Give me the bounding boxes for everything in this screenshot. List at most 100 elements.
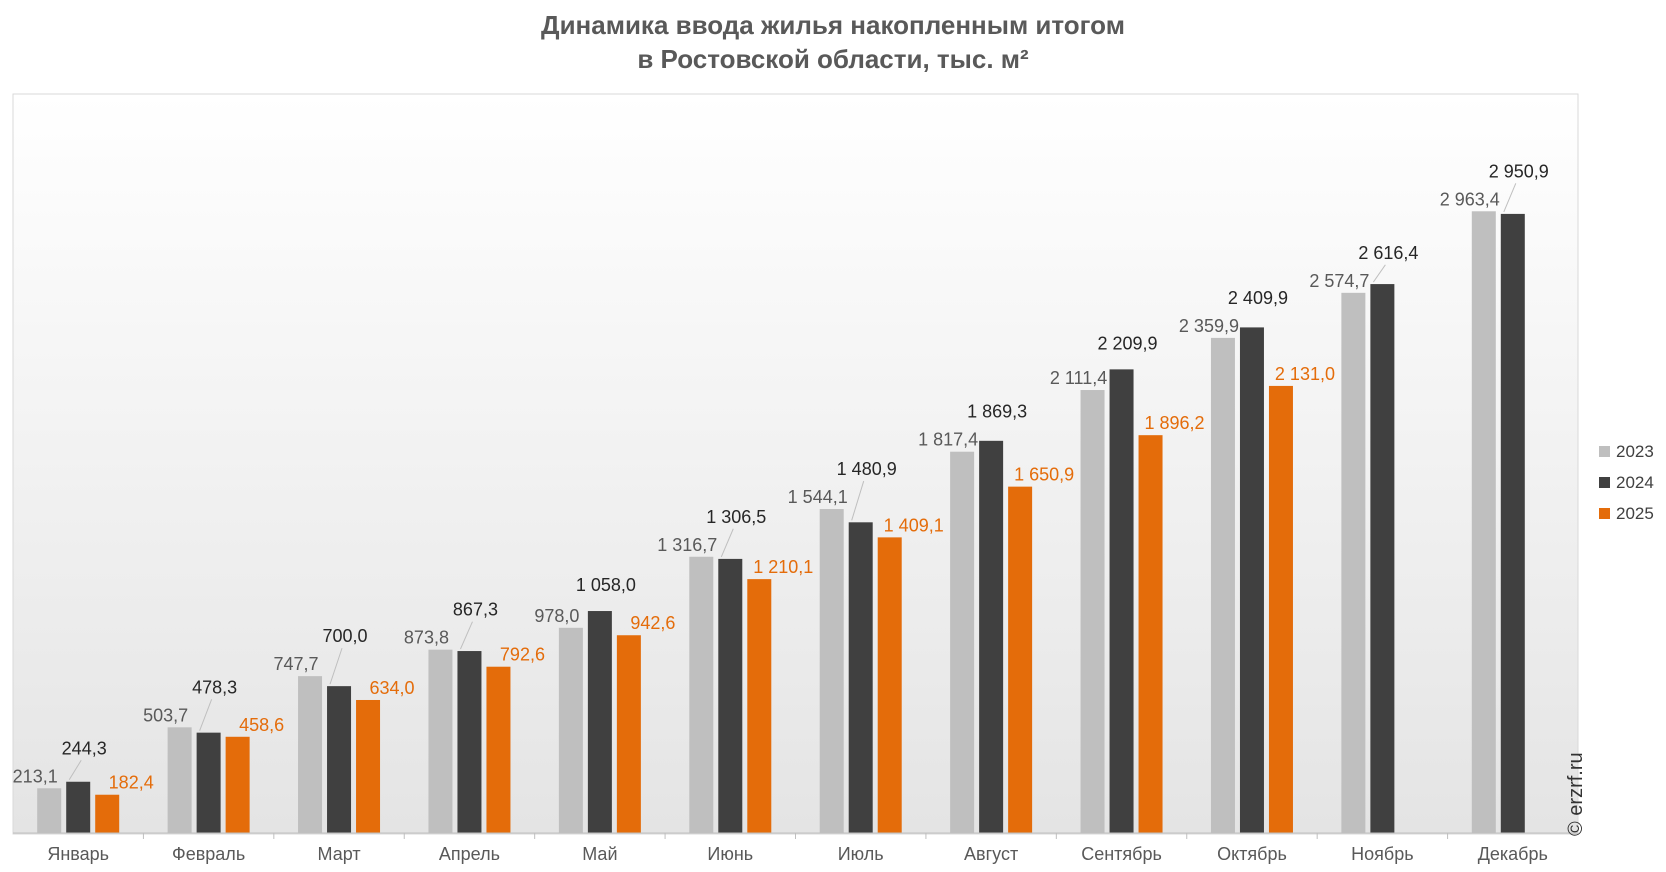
data-label-2023-10: 2 359,9 bbox=[1179, 316, 1239, 336]
bar-2025-4 bbox=[486, 666, 511, 833]
bar-2023-3 bbox=[298, 676, 323, 833]
leader-line bbox=[720, 528, 734, 558]
data-label-2023-8: 1 817,4 bbox=[918, 430, 978, 450]
bar-2025-2 bbox=[225, 736, 250, 833]
data-label-2023-11: 2 574,7 bbox=[1309, 271, 1369, 291]
bar-2024-10 bbox=[1239, 327, 1264, 833]
x-tick-label: Сентябрь bbox=[1081, 844, 1162, 864]
x-tick-label: Январь bbox=[47, 844, 109, 864]
data-label-2023-2: 503,7 bbox=[143, 705, 188, 725]
data-label-2024-4: 867,3 bbox=[453, 600, 498, 620]
bar-2023-5 bbox=[558, 627, 583, 833]
legend-item-2025: 2025 bbox=[1599, 498, 1654, 529]
bar-2024-6 bbox=[718, 558, 743, 833]
x-tick-label: Июнь bbox=[707, 844, 753, 864]
chart-title-line-1: Динамика ввода жилья накопленным итогом bbox=[541, 10, 1125, 40]
x-tick-label: Август bbox=[964, 844, 1018, 864]
leader-line bbox=[851, 480, 865, 521]
data-label-2023-1: 213,1 bbox=[13, 766, 58, 786]
x-tick-label: Октябрь bbox=[1217, 844, 1287, 864]
bar-2023-9 bbox=[1080, 390, 1105, 833]
chart-title-line-2: в Ростовской области, тыс. м² bbox=[637, 44, 1029, 74]
legend-swatch bbox=[1599, 477, 1610, 488]
bar-2025-5 bbox=[616, 635, 641, 833]
data-label-2024-8: 1 869,3 bbox=[967, 402, 1027, 422]
bar-2023-11 bbox=[1341, 292, 1366, 833]
bar-2023-2 bbox=[167, 727, 192, 833]
legend: 2023 2024 2025 bbox=[1599, 436, 1654, 529]
x-tick-label: Апрель bbox=[439, 844, 500, 864]
bar-2023-4 bbox=[428, 649, 453, 833]
data-label-2025-9: 1 896,2 bbox=[1145, 413, 1205, 433]
data-label-2025-2: 458,6 bbox=[239, 715, 284, 735]
bar-2024-1 bbox=[66, 781, 91, 833]
data-label-2025-5: 942,6 bbox=[630, 613, 675, 633]
legend-swatch bbox=[1599, 446, 1610, 457]
data-label-2023-6: 1 316,7 bbox=[657, 535, 717, 555]
legend-item-2023: 2023 bbox=[1599, 436, 1654, 467]
data-label-2025-3: 634,0 bbox=[370, 678, 415, 698]
bar-2023-1 bbox=[37, 788, 62, 833]
data-label-2024-10: 2 409,9 bbox=[1228, 288, 1288, 308]
chart-title: Динамика ввода жилья накопленным итогом … bbox=[0, 8, 1666, 76]
bar-2024-2 bbox=[196, 732, 221, 833]
data-label-2024-6: 1 306,5 bbox=[706, 507, 766, 527]
data-label-2024-11: 2 616,4 bbox=[1358, 243, 1418, 263]
bar-2023-6 bbox=[689, 556, 714, 833]
x-tick-label: Ноябрь bbox=[1351, 844, 1413, 864]
data-label-2025-1: 182,4 bbox=[109, 773, 154, 793]
data-label-2024-12: 2 950,9 bbox=[1489, 161, 1549, 181]
legend-label: 2023 bbox=[1616, 441, 1654, 461]
bar-2025-6 bbox=[747, 579, 772, 833]
legend-item-2024: 2024 bbox=[1599, 467, 1654, 498]
bar-2024-11 bbox=[1370, 284, 1395, 833]
legend-label: 2024 bbox=[1616, 472, 1654, 492]
leader-line bbox=[68, 760, 82, 781]
x-tick-label: Декабрь bbox=[1478, 844, 1548, 864]
legend-label: 2025 bbox=[1616, 503, 1654, 523]
data-label-2023-7: 1 544,1 bbox=[788, 487, 848, 507]
bar-2023-7 bbox=[819, 509, 844, 833]
data-label-2025-4: 792,6 bbox=[500, 645, 545, 665]
watermark: © erzrf.ru bbox=[1565, 752, 1587, 836]
bar-2024-5 bbox=[587, 611, 612, 833]
data-label-2024-1: 244,3 bbox=[62, 738, 107, 758]
data-label-2023-12: 2 963,4 bbox=[1440, 189, 1500, 209]
bar-2025-8 bbox=[1008, 486, 1033, 833]
bar-2025-10 bbox=[1268, 385, 1293, 833]
leader-line bbox=[1503, 183, 1517, 213]
data-label-2024-9: 2 209,9 bbox=[1098, 333, 1158, 353]
bar-2025-1 bbox=[95, 794, 120, 833]
leader-line bbox=[460, 621, 473, 650]
bar-2023-10 bbox=[1210, 337, 1235, 833]
x-tick-label: Март bbox=[318, 844, 361, 864]
data-label-2023-9: 2 111,4 bbox=[1050, 368, 1107, 388]
bar-2024-4 bbox=[457, 651, 482, 833]
x-tick-label: Июль bbox=[838, 844, 884, 864]
leader-line bbox=[199, 699, 213, 731]
legend-swatch bbox=[1599, 508, 1610, 519]
data-label-2025-7: 1 409,1 bbox=[884, 515, 944, 535]
leader-line bbox=[329, 647, 343, 685]
data-label-2024-5: 1 058,0 bbox=[576, 575, 636, 595]
bar-2024-9 bbox=[1109, 369, 1134, 833]
data-label-2023-3: 747,7 bbox=[274, 654, 319, 674]
x-tick-label: Февраль bbox=[172, 844, 245, 864]
bar-2024-7 bbox=[848, 522, 873, 833]
data-label-2025-6: 1 210,1 bbox=[753, 557, 813, 577]
bar-2023-8 bbox=[950, 451, 975, 833]
plot-area bbox=[12, 93, 1579, 835]
data-label-2025-10: 2 131,0 bbox=[1275, 364, 1335, 384]
data-label-2024-7: 1 480,9 bbox=[837, 459, 897, 479]
x-tick-label: Май bbox=[582, 844, 617, 864]
data-label-2025-8: 1 650,9 bbox=[1014, 465, 1074, 485]
data-label-2024-2: 478,3 bbox=[192, 677, 237, 697]
data-label-2023-4: 873,8 bbox=[404, 628, 449, 648]
bar-2024-8 bbox=[979, 440, 1004, 833]
data-label-2023-5: 978,0 bbox=[534, 606, 579, 626]
bar-2024-12 bbox=[1500, 213, 1525, 833]
bar-2023-12 bbox=[1471, 211, 1496, 833]
bar-2025-3 bbox=[356, 699, 381, 833]
bar-2024-3 bbox=[327, 686, 352, 833]
